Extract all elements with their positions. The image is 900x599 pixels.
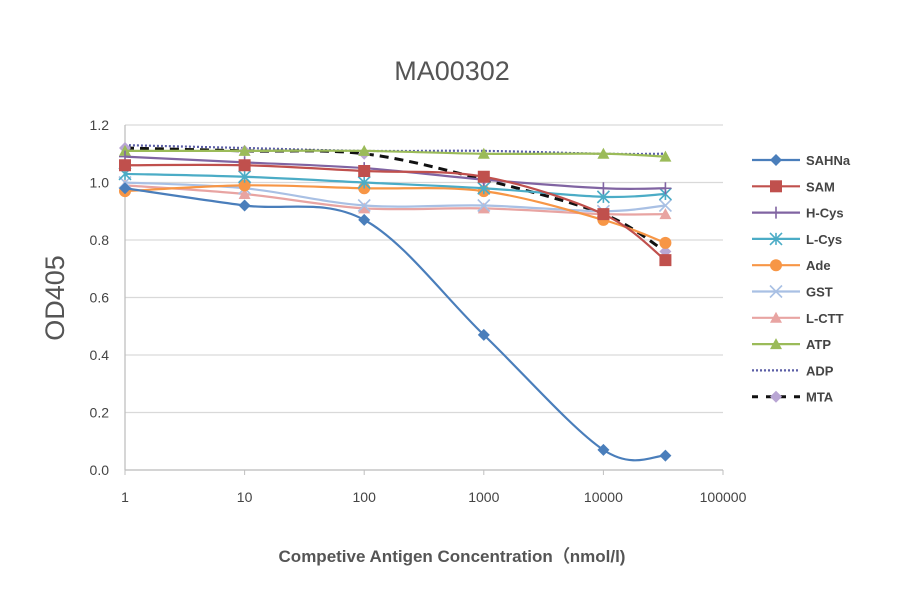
y-tick-label: 0.6 [90,290,110,306]
data-point [358,202,371,214]
legend-label: H-Cys [806,206,844,221]
data-point [597,208,610,221]
legend-marker [770,311,782,323]
legend-label: MTA [806,390,834,405]
legend-label: SAHNa [806,153,851,168]
series-line [124,144,666,156]
data-point [597,147,610,159]
legend-marker [769,284,783,299]
legend-item: MTA [752,390,834,405]
data-point [238,144,251,156]
series-line [124,187,666,462]
data-point [659,150,672,162]
legend-item: L-CTT [752,311,844,326]
data-point [477,147,490,159]
data-point [658,198,672,213]
legend-item: Ade [752,258,831,273]
x-tick-label: 10 [237,489,253,505]
data-point [477,198,491,213]
y-tick-label: 0.8 [90,232,110,248]
data-point [659,182,672,195]
data-point [357,175,371,190]
y-tick-label: 1.2 [90,117,110,133]
data-point [119,159,131,172]
data-point [358,144,371,156]
x-tick-label: 100000 [700,489,747,505]
data-point [659,449,672,462]
chart-title: MA00302 [394,56,510,86]
series-atp [119,144,672,162]
legend-label: ADP [806,363,834,378]
y-tick-label: 0.2 [90,405,110,421]
legend-marker [770,338,782,350]
data-point [238,199,251,212]
legend-label: Ade [806,258,831,273]
plot-area [125,113,863,498]
data-point [238,179,251,192]
legend-label: L-CTT [806,311,844,326]
y-axis-label: OD405 [40,255,70,341]
series-line [125,149,666,158]
data-point [659,254,672,267]
legend-marker [770,154,782,166]
data-point [119,182,131,195]
legend-item: SAM [752,179,835,194]
data-point [358,165,371,177]
y-tick-label: 0.4 [90,347,110,363]
data-point [238,170,252,184]
legend-item: GST [752,285,833,300]
data-point [597,443,610,456]
legend-item: ADP [752,363,834,378]
legend-item: L-Cys [752,232,842,247]
x-axis-label: Competive Antigen Concentration（nmol/l) [279,546,626,566]
y-tick-label: 1.0 [90,175,110,191]
data-point [597,182,610,195]
data-point [477,202,490,214]
y-tick-label: 0.0 [90,462,110,478]
legend-item: H-Cys [752,206,844,221]
data-point [238,188,251,199]
legend-marker [769,232,783,246]
data-point [659,208,672,220]
series-line [124,184,666,244]
data-point [238,159,251,172]
legend-item: SAHNa [752,153,851,168]
legend-label: SAM [806,179,835,194]
data-point [119,144,131,156]
x-tick-label: 1000 [468,489,499,505]
legend-label: GST [806,285,833,300]
data-point [357,198,371,213]
data-point [659,236,672,249]
series-sam [119,159,672,267]
x-tick-label: 1 [121,489,129,505]
data-point [477,328,490,341]
legend-marker [770,180,782,193]
legend-marker [770,206,782,219]
legend-label: L-Cys [806,232,842,247]
x-tick-label: 10000 [584,489,623,505]
legend-item: ATP [752,337,831,352]
series-sahna [119,182,672,462]
data-point [358,213,371,226]
legend-label: ATP [806,337,831,352]
x-tick-label: 100 [353,489,377,505]
data-point [477,170,490,183]
legend-marker [770,259,782,272]
legend-marker [770,390,782,403]
series-adp [124,144,666,156]
